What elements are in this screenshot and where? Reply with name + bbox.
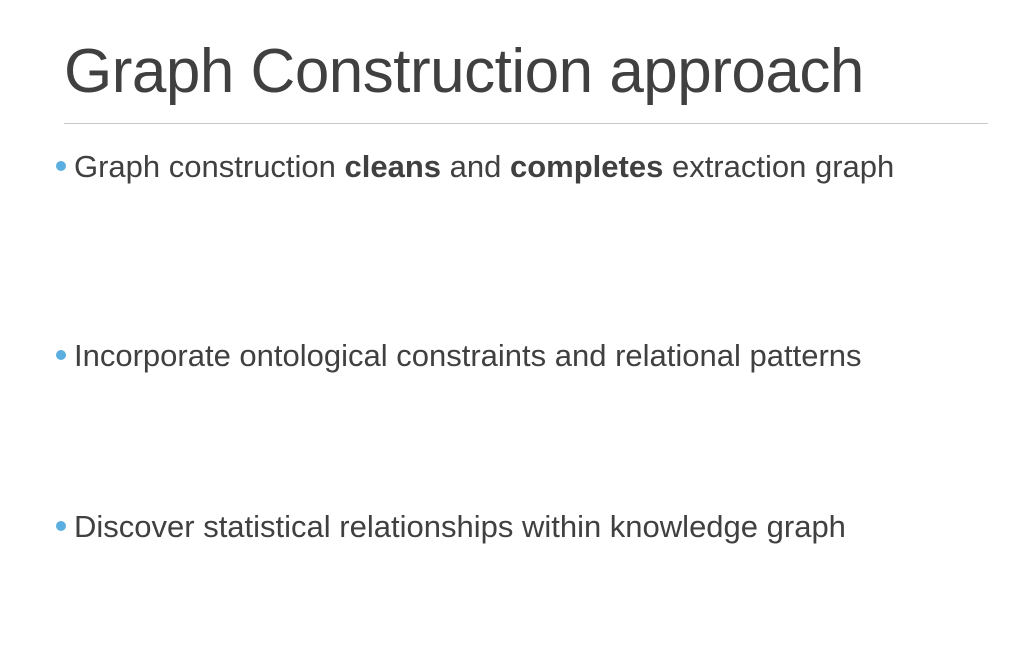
bullet-bold-cleans: cleans xyxy=(344,149,442,184)
bullet-dot-icon xyxy=(56,349,66,360)
bullet-item-ontological: Incorporate ontological constraints and … xyxy=(56,337,996,375)
bullet-text-part: extraction graph xyxy=(663,149,895,184)
bullet-text: Discover statistical relationships withi… xyxy=(74,509,846,544)
bullet-dot-icon xyxy=(56,160,66,171)
bullet-item-cleans-completes: Graph construction cleans and completes … xyxy=(56,148,996,186)
bullet-bold-completes: completes xyxy=(510,149,664,184)
slide-title: Graph Construction approach xyxy=(64,37,864,106)
bullet-text-part: Graph construction xyxy=(74,149,345,184)
bullet-text-part: and xyxy=(441,149,510,184)
bullet-dot-icon xyxy=(56,520,66,531)
bullet-item-statistical: Discover statistical relationships withi… xyxy=(56,508,996,546)
title-divider xyxy=(64,123,988,124)
bullet-text: Incorporate ontological constraints and … xyxy=(74,338,862,373)
